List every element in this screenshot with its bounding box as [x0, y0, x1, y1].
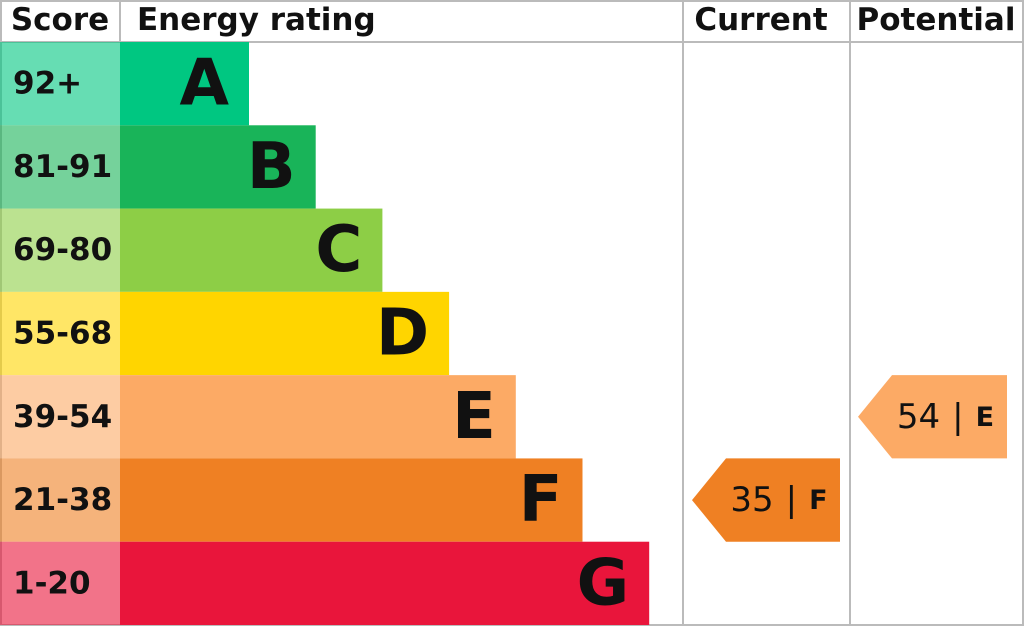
header: Current — [694, 2, 827, 38]
rating-score: 54 — [897, 397, 940, 437]
score-cell — [0, 208, 120, 292]
rating-letter: E — [976, 401, 994, 432]
separator: | — [786, 480, 797, 520]
header: Energy rating — [137, 2, 376, 38]
rating-bar — [120, 541, 650, 625]
score-cell — [0, 291, 120, 376]
rating-bar — [120, 125, 316, 209]
rating-letter: B — [247, 130, 296, 204]
rating-letter: C — [315, 213, 362, 287]
score-cell — [0, 458, 120, 542]
rating-letter: E — [452, 380, 496, 454]
rating-score: 35 — [730, 480, 773, 520]
rating-letter: F — [519, 463, 563, 537]
rating-letter: G — [577, 546, 630, 620]
rating-label: 54 | E — [897, 397, 994, 437]
rating-label: 35 | F — [730, 480, 827, 520]
score-cell — [0, 541, 120, 625]
score-range: 92+ — [13, 66, 82, 102]
rating-bar — [120, 375, 516, 459]
rating-letter: D — [376, 297, 429, 371]
separator: | — [952, 397, 963, 437]
score-range: 1-20 — [13, 565, 91, 601]
score-cell — [0, 375, 120, 459]
rating-bar — [120, 42, 249, 126]
header: Potential — [857, 2, 1016, 38]
rating-arrow — [692, 458, 840, 542]
rating-bar — [120, 208, 383, 292]
rating-bar — [120, 458, 583, 542]
score-range: 81-91 — [13, 149, 112, 185]
score-cell — [0, 125, 120, 209]
header: Score — [11, 2, 109, 38]
score-range: 69-80 — [13, 232, 112, 268]
rating-letter: F — [809, 485, 827, 516]
score-range: 55-68 — [13, 316, 112, 352]
score-range: 21-38 — [13, 482, 112, 518]
rating-letter: A — [179, 47, 229, 121]
rating-bar — [120, 291, 450, 376]
score-range: 39-54 — [13, 399, 112, 435]
rating-arrow — [858, 375, 1007, 459]
score-cell — [0, 42, 120, 126]
